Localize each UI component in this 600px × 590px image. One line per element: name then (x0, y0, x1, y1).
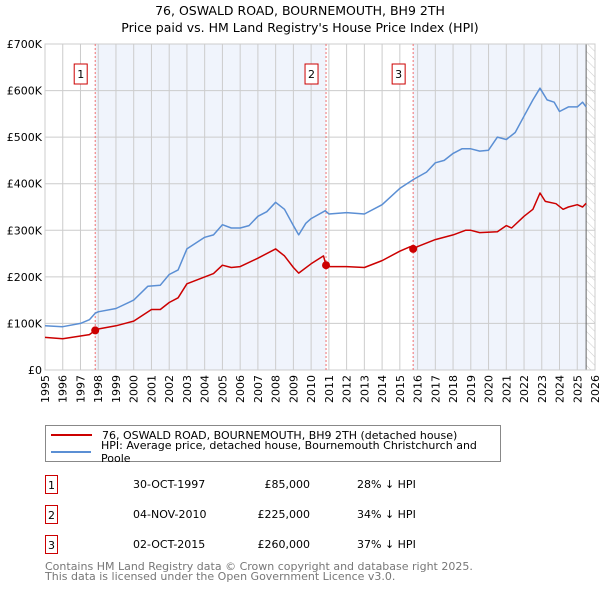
legend-label-property: 76, OSWALD ROAD, BOURNEMOUTH, BH9 2TH (d… (102, 428, 458, 442)
sale-label: 3 (395, 68, 402, 81)
x-tick-label: 2018 (447, 375, 460, 403)
x-tick-label: 2025 (571, 375, 584, 403)
x-tick-label: 2014 (376, 375, 389, 403)
shaded-period (95, 44, 327, 370)
x-tick-label: 2019 (465, 375, 478, 403)
transaction-date: 02-OCT-2015 (133, 538, 206, 551)
y-tick-label: £300K (7, 224, 43, 237)
x-tick-label: 2004 (199, 375, 212, 403)
y-tick-label: £500K (7, 131, 43, 144)
forecast-hatch (586, 44, 595, 370)
x-tick-label: 2006 (234, 375, 247, 403)
price-chart: 1995 1996 1997 1998 1999 2000 2001 2002 2003 2004… (7, 38, 600, 403)
transaction-date: 04-NOV-2010 (133, 508, 207, 521)
x-tick-label: 2005 (216, 375, 229, 403)
transaction-row: 2 04-NOV-2010 £225,000 34% ↓ HPI (45, 505, 545, 525)
transaction-row: 1 30-OCT-1997 £85,000 28% ↓ HPI (45, 475, 545, 495)
legend-swatch-blue (51, 451, 91, 453)
x-tick-label: 1998 (92, 375, 105, 403)
x-tick-label: 1997 (74, 375, 87, 403)
transaction-marker: 1 (45, 475, 58, 494)
transaction-row: 3 02-OCT-2015 £260,000 37% ↓ HPI (45, 535, 545, 555)
chart-title: 76, OSWALD ROAD, BOURNEMOUTH, BH9 2TH (155, 3, 445, 18)
legend-item-property: 76, OSWALD ROAD, BOURNEMOUTH, BH9 2TH (d… (51, 427, 457, 443)
transaction-hpi: 37% ↓ HPI (357, 538, 416, 551)
transaction-date: 30-OCT-1997 (133, 478, 206, 491)
x-tick-label: 2016 (412, 375, 425, 403)
x-tick-label: 2023 (536, 375, 549, 403)
x-tick-label: 2022 (518, 375, 531, 403)
legend-swatch-red (51, 434, 92, 436)
y-tick-label: £0 (28, 364, 42, 377)
y-tick-label: £600K (7, 85, 43, 98)
transaction-price: £260,000 (257, 538, 311, 551)
x-tick-label: 2000 (128, 375, 141, 403)
x-tick-label: 2001 (145, 375, 158, 403)
sale-label: 2 (308, 68, 315, 81)
x-tick-label: 2020 (483, 375, 496, 403)
y-tick-label: £700K (7, 38, 43, 51)
footer-licence: This data is licensed under the Open Gov… (45, 570, 396, 583)
shaded-period (413, 44, 587, 370)
x-tick-label: 2026 (589, 375, 600, 403)
transaction-price: £225,000 (257, 508, 311, 521)
x-tick-label: 2010 (305, 375, 318, 403)
transaction-marker: 3 (45, 535, 58, 554)
footer-copyright: Contains HM Land Registry data © Crown c… (45, 560, 473, 573)
x-tick-label: 2013 (358, 375, 371, 403)
x-tick-label: 2021 (500, 375, 513, 403)
transaction-hpi: 28% ↓ HPI (357, 478, 416, 491)
sale-point (91, 326, 100, 335)
x-tick-label: 2012 (341, 375, 354, 403)
x-tick-label: 2024 (554, 375, 567, 403)
x-tick-label: 2007 (252, 375, 265, 403)
y-tick-label: £100K (7, 317, 43, 330)
transaction-marker: 2 (45, 505, 58, 524)
transaction-hpi: 34% ↓ HPI (357, 508, 416, 521)
y-tick-label: £400K (7, 178, 43, 191)
sale-label-box (73, 63, 88, 85)
legend-label-hpi: HPI: Average price, detached house, Bour… (101, 439, 477, 465)
chart-subtitle: Price paid vs. HM Land Registry's House … (121, 20, 479, 35)
x-tick-label: 1995 (39, 375, 52, 403)
x-tick-label: 2003 (181, 375, 194, 403)
sale-label-box (304, 63, 319, 85)
sale-point (409, 244, 418, 253)
plot-frame (44, 43, 596, 371)
y-tick-label: £200K (7, 271, 43, 284)
x-tick-label: 2002 (163, 375, 176, 403)
sale-point (322, 261, 331, 270)
legend: 76, OSWALD ROAD, BOURNEMOUTH, BH9 2TH (d… (45, 425, 501, 465)
x-tick-label: 1996 (57, 375, 70, 403)
x-tick-label: 2017 (429, 375, 442, 403)
x-tick-label: 2011 (323, 375, 336, 403)
x-tick-label: 2015 (394, 375, 407, 403)
hpi-line (44, 87, 587, 328)
sale-label-box (391, 63, 406, 85)
x-tick-label: 2009 (287, 375, 300, 403)
x-tick-label: 1999 (110, 375, 123, 403)
legend-item-hpi: HPI: Average price, detached house, Bour… (51, 439, 500, 465)
x-tick-label: 2008 (270, 375, 283, 403)
transaction-price: £85,000 (264, 478, 311, 491)
sale-label: 1 (77, 68, 84, 81)
